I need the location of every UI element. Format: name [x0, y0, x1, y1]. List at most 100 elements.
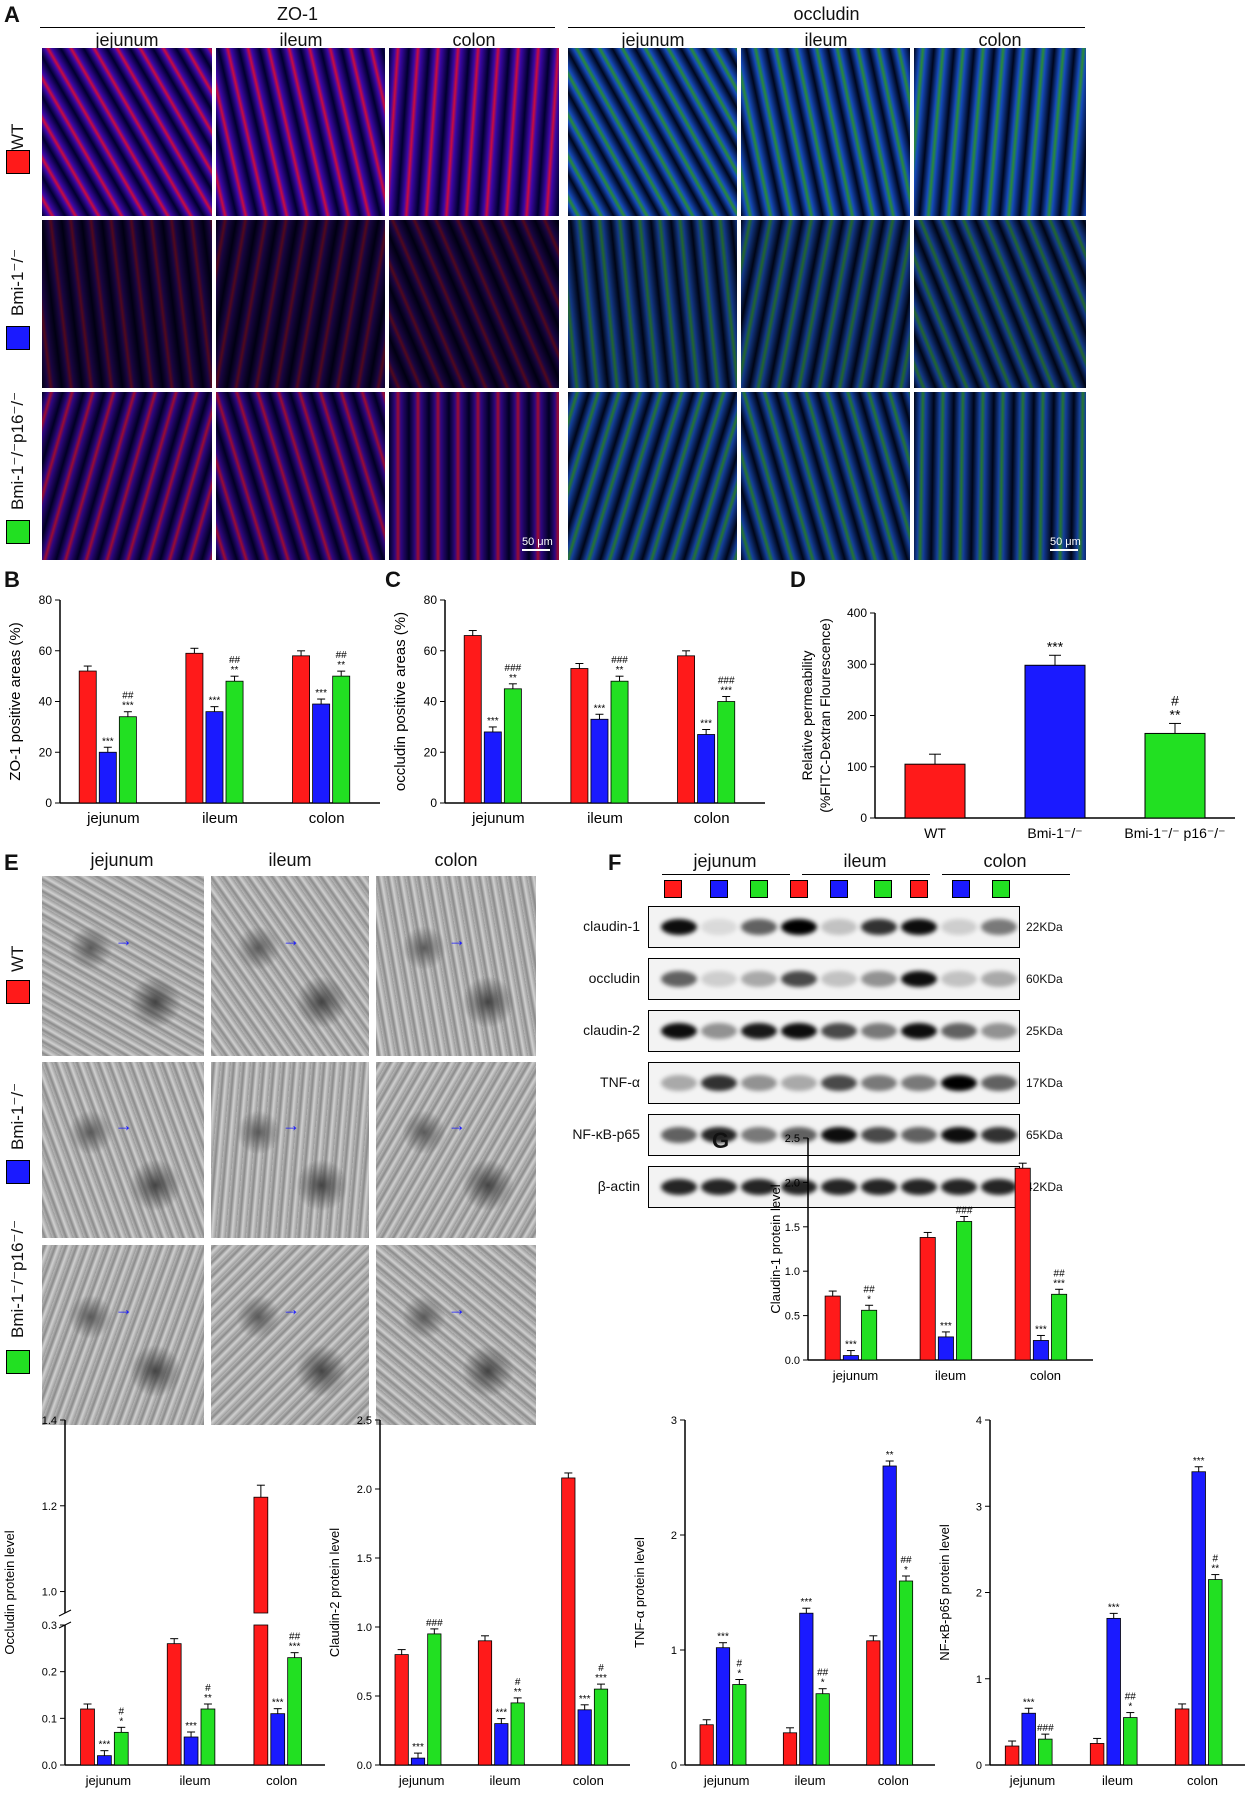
blot-band [941, 1179, 977, 1195]
significance-label: ### [1037, 1723, 1054, 1734]
blot-band [941, 1023, 977, 1039]
significance-label: *** [487, 716, 499, 727]
fluorescence-image [42, 220, 212, 388]
y-tick-label: 0.5 [357, 1691, 372, 1703]
bar [510, 1702, 525, 1766]
bar [799, 1612, 814, 1766]
occludin-header: occludin [793, 4, 860, 24]
significance-label: ** [1170, 706, 1181, 722]
x-tick-label: colon [266, 1773, 297, 1788]
col-colon: colon [452, 30, 496, 50]
significance-label: ## [1054, 1268, 1066, 1279]
panel-label-c: C [385, 567, 401, 592]
fluorescence-image [42, 392, 212, 560]
bar [78, 670, 97, 804]
fluorescence-image [216, 392, 385, 560]
x-tick-label: Bmi-1⁻/⁻ p16⁻/⁻ [1124, 825, 1225, 841]
blot-band [861, 1127, 897, 1143]
blot-kda-label: 42KDa [1026, 1180, 1063, 1194]
blot-band [901, 1023, 937, 1039]
significance-label: *** [717, 1632, 729, 1643]
fluorescence-image [914, 392, 1086, 560]
blot-band [821, 1127, 857, 1143]
lane-color-square [910, 880, 928, 898]
blot-band [701, 1023, 737, 1039]
bar [1014, 1167, 1031, 1361]
bar [1024, 664, 1086, 819]
significance-label: *** [594, 703, 606, 714]
blot-kda-label: 22KDa [1026, 920, 1063, 934]
row-label-dko: Bmi-1⁻/⁻p16⁻/⁻ [8, 391, 27, 510]
bar [225, 680, 244, 804]
e-row-label-wt: WT [8, 945, 27, 972]
bar [732, 1684, 747, 1766]
significance-label: ## [289, 1632, 301, 1643]
y-axis-label: TNF-α protein level [632, 1537, 647, 1648]
blot-protein-label: claudin-1 [583, 918, 640, 934]
x-tick-label: WT [924, 825, 946, 841]
significance-label: *** [1053, 1278, 1065, 1289]
e-row-label-dko: Bmi-1⁻/⁻p16⁻/⁻ [8, 1219, 27, 1338]
x-tick-label: colon [694, 810, 730, 827]
blot-band [981, 1127, 1017, 1143]
bar [842, 1355, 859, 1361]
bar [483, 731, 502, 804]
bar [782, 1732, 798, 1766]
scale-bar-a1: 50 μm [522, 536, 553, 551]
blot-band [661, 1075, 697, 1091]
col-ileum: ileum [279, 30, 323, 50]
significance-label: *** [209, 696, 221, 707]
y-tick-label: 0 [671, 1760, 677, 1772]
y-tick-label: 1.5 [785, 1222, 800, 1234]
y-tick-label: 80 [424, 593, 438, 607]
significance-label: ** [616, 665, 624, 676]
significance-label: ** [886, 1450, 894, 1461]
lane-color-square [874, 880, 892, 898]
blot-band [701, 1075, 737, 1091]
bar-upper [253, 1496, 269, 1614]
blot-band [981, 971, 1017, 987]
e-bmi-square [6, 1160, 30, 1184]
significance-label: ** [337, 660, 345, 671]
significance-label: * [119, 1716, 123, 1727]
significance-label: ** [204, 1693, 212, 1704]
lane-color-square [790, 880, 808, 898]
y-tick-label: 60 [424, 644, 438, 658]
y-tick-label: 1.0 [42, 1587, 57, 1599]
blot-band [821, 1075, 857, 1091]
panel-label-g: G [712, 1128, 730, 1153]
blot-band [741, 919, 777, 935]
y-tick-label: 80 [39, 593, 53, 607]
blot-band [661, 1127, 697, 1143]
panel-label-d: D [790, 567, 806, 592]
fluorescence-image [568, 220, 737, 388]
bar [118, 716, 137, 804]
bar [956, 1221, 973, 1361]
zo1-header: ZO-1 [276, 4, 318, 24]
blot-kda-label: 60KDa [1026, 972, 1063, 986]
significance-label: ** [231, 665, 239, 676]
y-tick-label: 0.0 [785, 1355, 800, 1367]
bar [882, 1465, 897, 1766]
blot-band [741, 1127, 777, 1143]
x-tick-label: ileum [179, 1773, 210, 1788]
blot-band [781, 1075, 817, 1091]
y-tick-label: 300 [847, 657, 867, 671]
y-tick-label: 0 [976, 1760, 982, 1772]
bar [1106, 1617, 1121, 1766]
fluorescence-image [914, 220, 1086, 388]
bar [866, 1640, 881, 1766]
blot-band [821, 971, 857, 987]
chart-d: 0 100 200 300 400 Relative permeability (%FITC… [799, 606, 1235, 841]
bar [904, 763, 966, 819]
fluorescence-image [741, 220, 910, 388]
e-dko-square [6, 1350, 30, 1374]
fluorescence-image [914, 48, 1086, 216]
x-tick-label: jejunum [398, 1773, 445, 1788]
panel-label-b: B [4, 567, 20, 592]
axis-break-mark [58, 1609, 72, 1617]
bar [1208, 1579, 1223, 1766]
bmi-color-square [6, 326, 30, 350]
significance-label: *** [122, 701, 134, 712]
significance-label: *** [1193, 1456, 1205, 1467]
